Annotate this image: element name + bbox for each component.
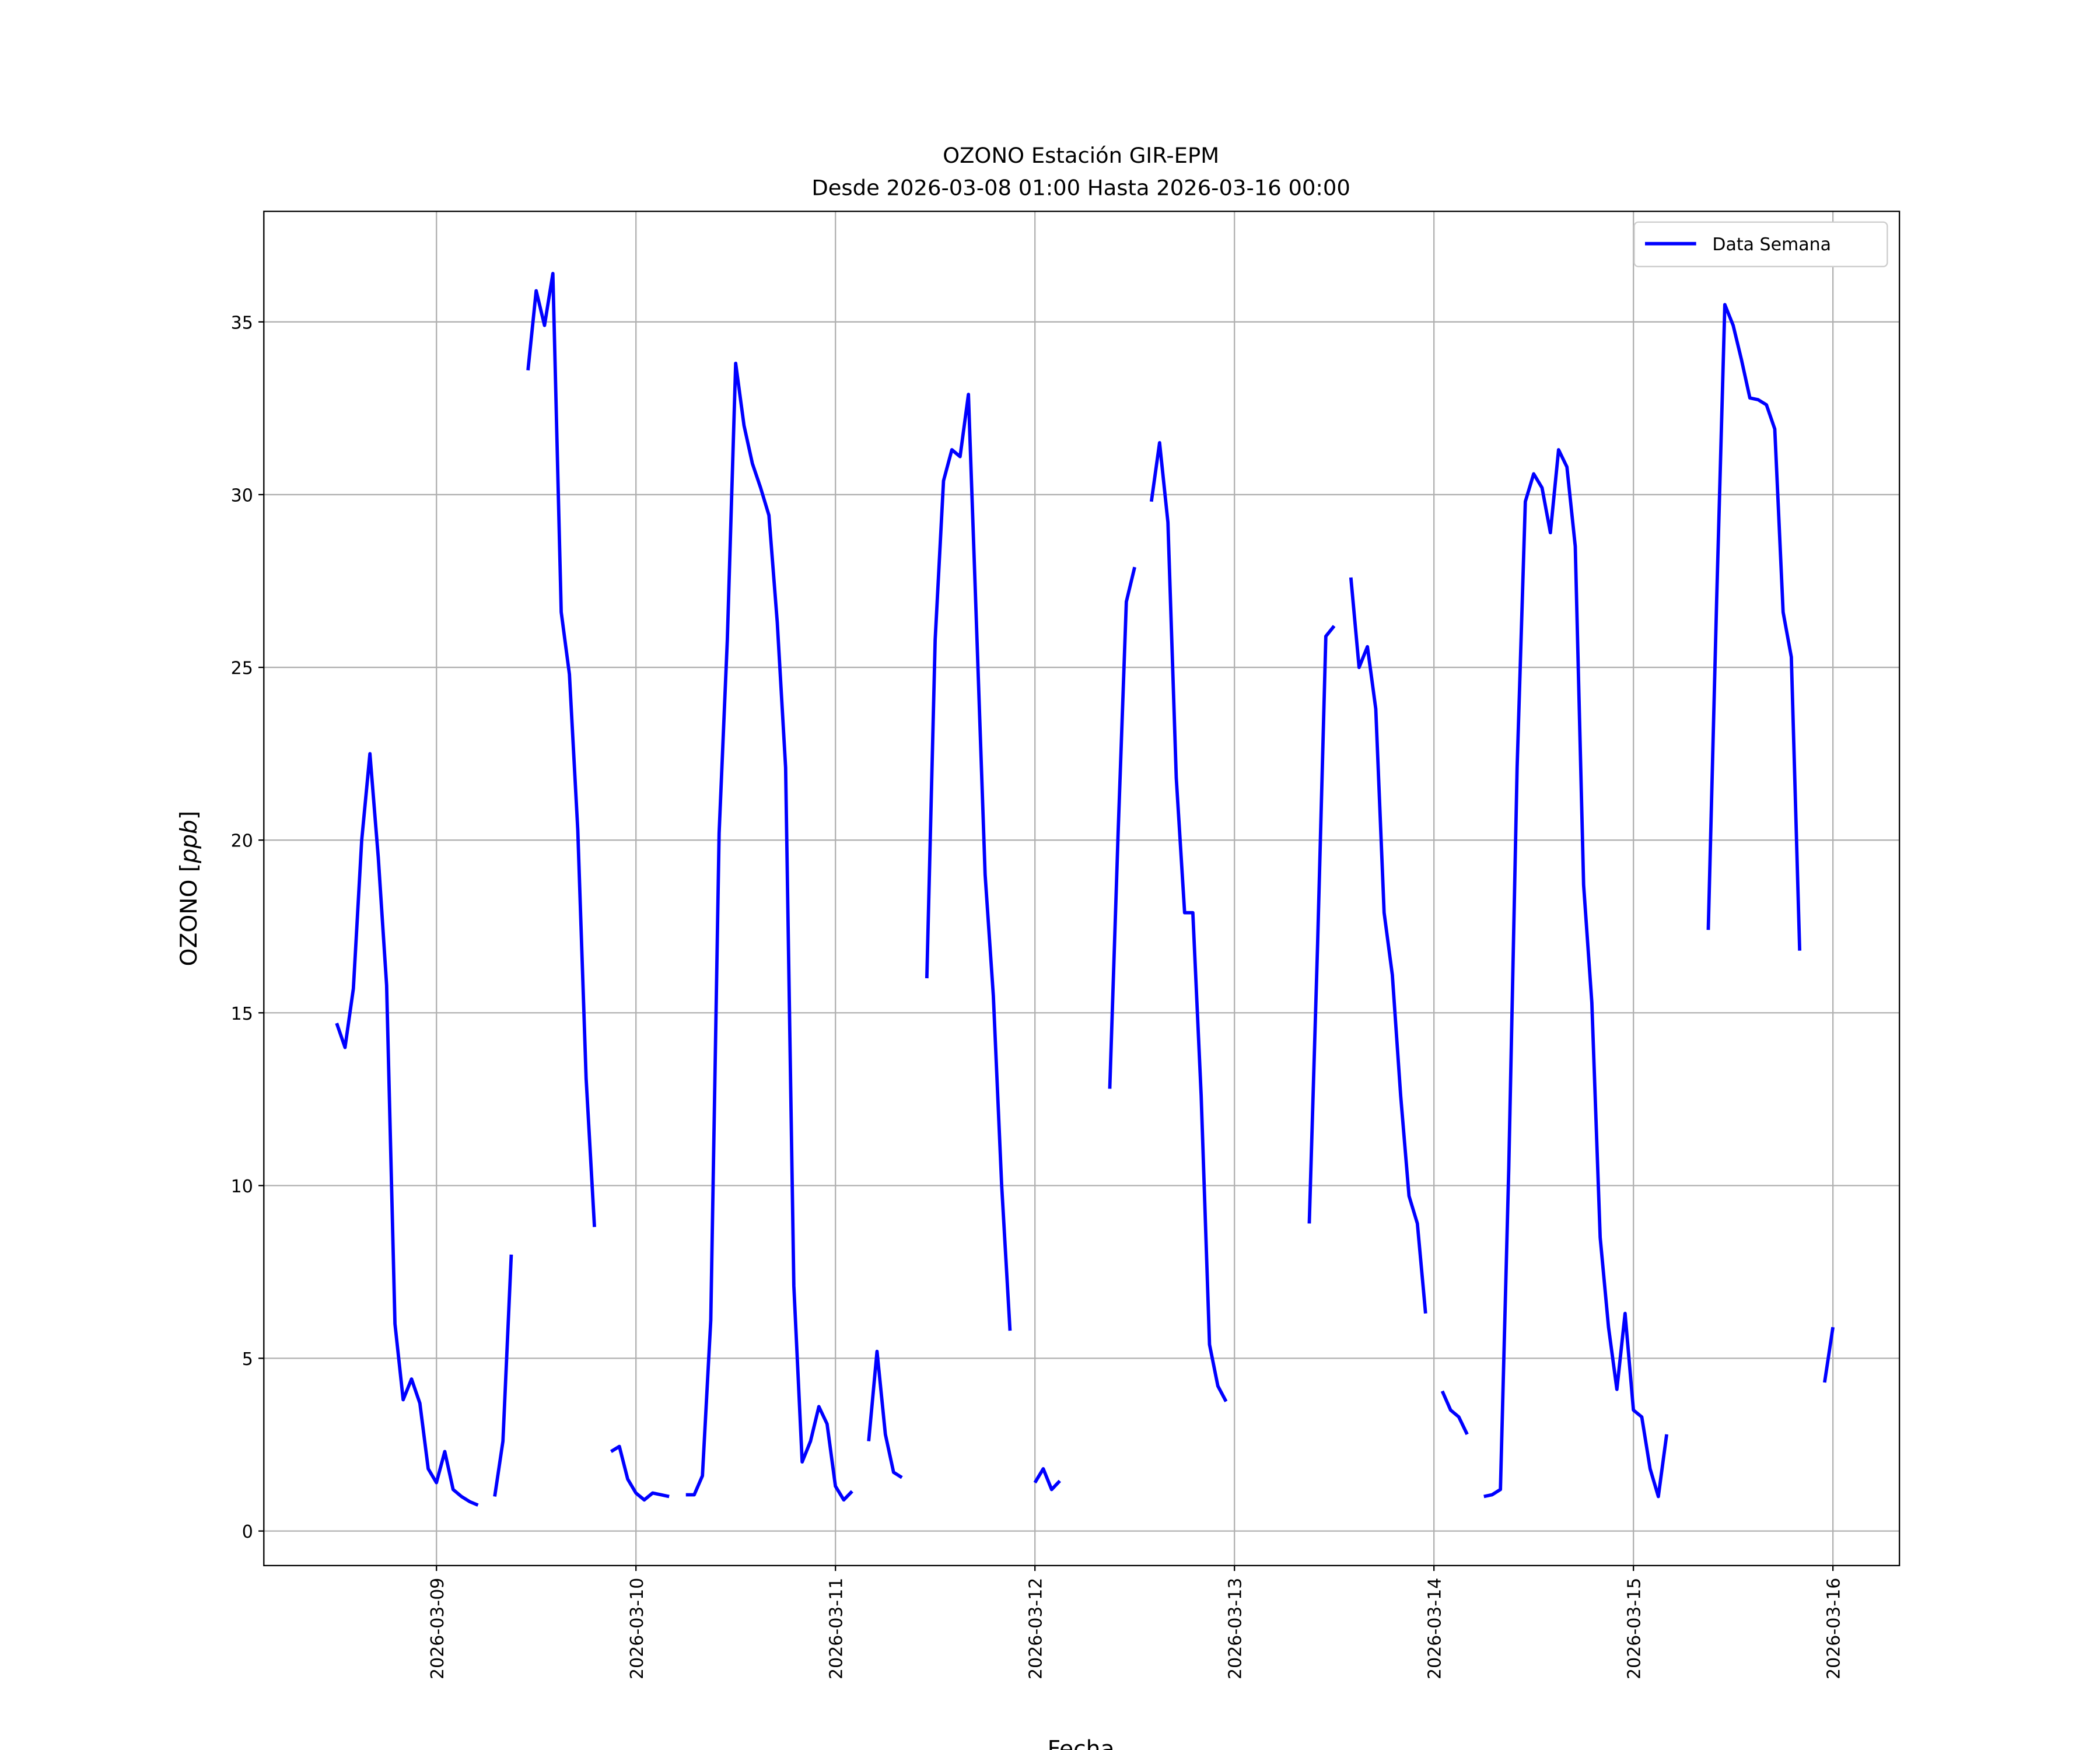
- series-line-segment: [1307, 625, 1336, 1224]
- series-line-segment: [1440, 1390, 1469, 1436]
- y-tick-label: 5: [242, 1349, 253, 1370]
- ticks: 0 5 10 15 20 25 30 35 2026-03-09 2026-03-10 2026-0…: [231, 313, 1845, 1679]
- series-line-segment: [1706, 303, 1802, 951]
- plot-frame: [263, 211, 1901, 1566]
- y-tick-label: 30: [231, 485, 253, 506]
- y-axis-label: OZONO [ppb]: [176, 811, 202, 967]
- series-line-segment: [1349, 577, 1427, 1314]
- y-tick-label: 20: [231, 831, 253, 852]
- series-data-semana: [335, 272, 1835, 1507]
- x-tick-label: 2026-03-09: [428, 1578, 448, 1679]
- legend: Data Semana: [1633, 221, 1888, 268]
- x-tick-label: 2026-03-10: [627, 1578, 648, 1679]
- x-tick-label: 2026-03-14: [1425, 1578, 1446, 1679]
- y-tick-label: 15: [231, 1004, 253, 1024]
- series-line-segment: [1033, 1467, 1061, 1492]
- x-tick-label: 2026-03-12: [1026, 1578, 1046, 1679]
- x-axis-label: Fecha: [1048, 1737, 1115, 1750]
- series-line-segment: [1108, 566, 1136, 1089]
- y-tick-label: 10: [231, 1177, 253, 1197]
- chart-subtitle: Desde 2026-03-08 01:00 Hasta 2026-03-16 …: [811, 176, 1350, 201]
- y-tick-label: 25: [231, 659, 253, 679]
- grid: [264, 211, 1900, 1566]
- x-tick-label: 2026-03-15: [1625, 1578, 1645, 1679]
- series-line-segment: [925, 393, 1012, 1331]
- x-tick-label: 2026-03-11: [827, 1578, 847, 1679]
- chart-title: OZONO Estación GIR-EPM: [943, 143, 1219, 168]
- y-tick-label: 0: [242, 1522, 253, 1542]
- legend-box: [1633, 221, 1888, 268]
- series-line-segment: [867, 1349, 903, 1479]
- y-tick-label: 35: [231, 313, 253, 333]
- series-line-segment: [1483, 448, 1669, 1499]
- series-line-segment: [493, 1254, 513, 1497]
- series-line-segment: [526, 272, 596, 1227]
- series-line-segment: [610, 1444, 670, 1502]
- x-tick-label: 2026-03-16: [1824, 1578, 1845, 1679]
- x-tick-label: 2026-03-13: [1226, 1578, 1246, 1679]
- legend-label: Data Semana: [1712, 235, 1831, 255]
- series-line-segment: [335, 752, 479, 1507]
- series-line-segment: [685, 361, 853, 1502]
- series-line-segment: [1149, 441, 1228, 1402]
- series-line-segment: [1822, 1326, 1835, 1383]
